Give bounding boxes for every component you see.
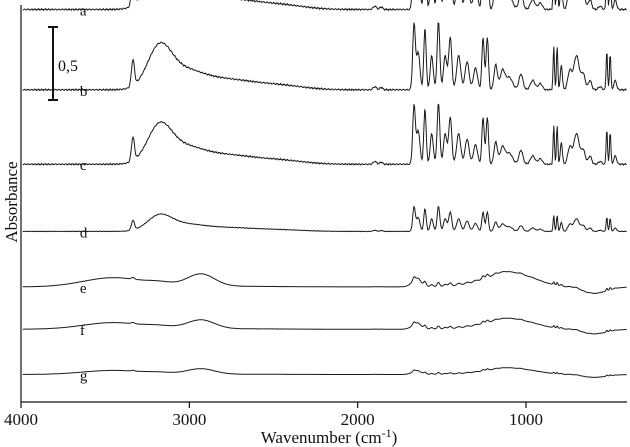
- spectrum-c: [22, 103, 627, 166]
- series-label-d: d: [80, 225, 88, 241]
- series-labels: a b c d e f g: [80, 3, 88, 384]
- series-label-g: g: [80, 368, 88, 384]
- series-label-e: e: [80, 281, 87, 297]
- spectrum-e: [22, 271, 627, 294]
- spectrum-d: [22, 205, 627, 233]
- x-axis-label-close: ): [392, 428, 398, 447]
- axes: [20, 5, 627, 403]
- x-axis-label-main: Wavenumber (cm: [261, 428, 382, 447]
- spectrum-b: [22, 22, 627, 92]
- y-axis-label: Absorbance: [2, 161, 21, 242]
- x-tick-label: 3000: [172, 410, 206, 429]
- x-tick-label: 4000: [4, 410, 38, 429]
- x-ticks: 4000 3000 2000 1000: [4, 402, 543, 429]
- x-tick-label: 2000: [341, 410, 375, 429]
- x-axis-label-sup: -1: [382, 426, 392, 440]
- scale-bar-label: 0,5: [58, 58, 78, 75]
- spectrum-f: [22, 317, 627, 335]
- series-label-a: a: [80, 3, 87, 19]
- series-label-c: c: [80, 158, 87, 174]
- scale-bar: 0,5: [48, 26, 78, 101]
- spectrum-g: [22, 367, 627, 378]
- x-axis-label: Wavenumber (cm-1): [261, 426, 398, 447]
- x-tick-label: 1000: [509, 410, 543, 429]
- spectra: [22, 0, 627, 378]
- series-label-f: f: [80, 323, 85, 339]
- series-label-b: b: [80, 84, 88, 100]
- spectrum-a: [22, 0, 627, 12]
